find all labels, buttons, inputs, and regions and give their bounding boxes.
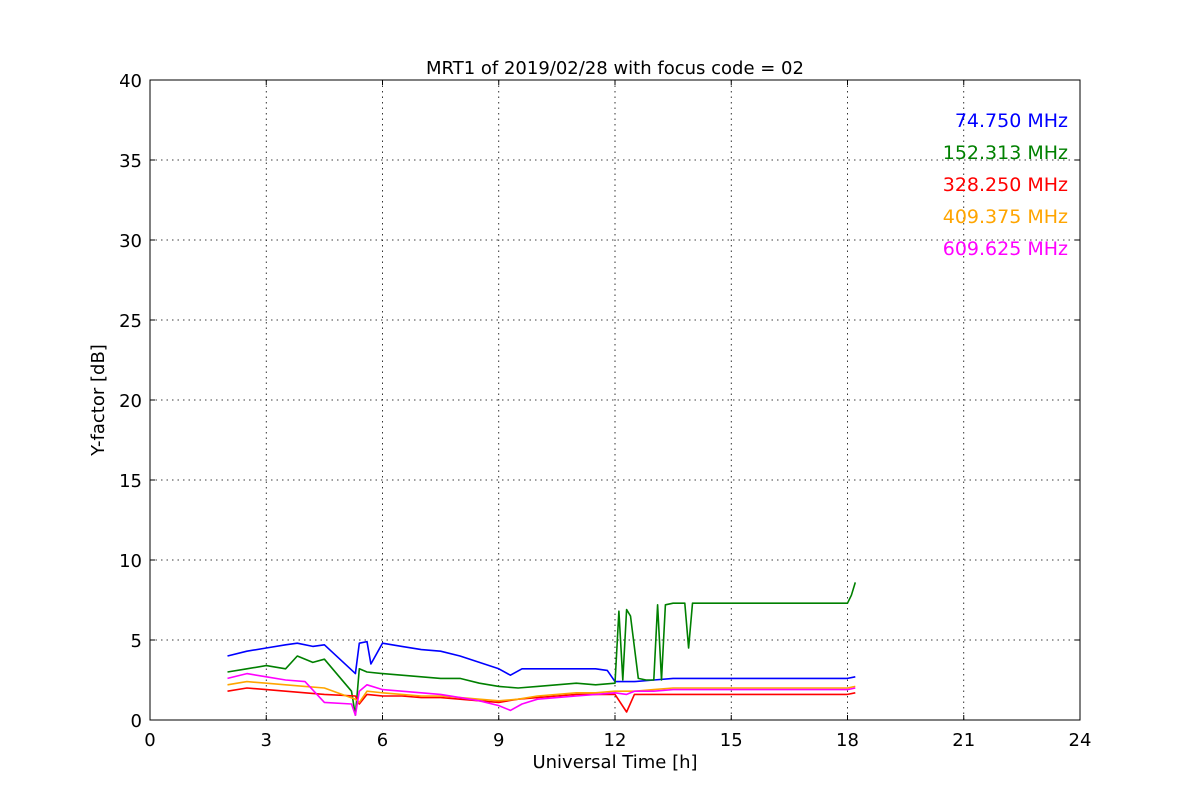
data-series <box>227 582 857 717</box>
axis-ticks: 0 3 6 9 12 15 18 21 24 0 5 10 15 20 25 30 35 40 <box>119 71 1091 751</box>
x-tick-label: 3 <box>261 730 272 751</box>
chart-title: MRT1 of 2019/02/28 with focus code = 02 <box>426 58 804 79</box>
x-tick-label: 24 <box>1069 730 1092 751</box>
x-tick-label: 0 <box>144 730 155 751</box>
x-tick-label: 15 <box>720 730 743 751</box>
grid-lines <box>150 80 1080 720</box>
legend-entry-0: 74.750 MHz <box>955 110 1068 132</box>
y-axis-label: Y-factor [dB] <box>88 344 109 457</box>
series-line-4 <box>227 672 856 717</box>
y-tick-label: 5 <box>131 631 142 652</box>
series-line-0 <box>227 640 856 683</box>
x-tick-label: 18 <box>836 730 859 751</box>
legend-entry-1: 152.313 MHz <box>943 142 1068 164</box>
x-axis-label: Universal Time [h] <box>532 752 697 773</box>
x-tick-label: 21 <box>952 730 975 751</box>
x-tick-label: 12 <box>604 730 627 751</box>
legend-entry-3: 409.375 MHz <box>943 206 1068 228</box>
legend-entry-4: 609.625 MHz <box>943 238 1068 260</box>
y-tick-label: 35 <box>119 151 142 172</box>
y-tick-label: 25 <box>119 311 142 332</box>
y-tick-label: 0 <box>131 711 142 732</box>
x-tick-label: 9 <box>493 730 504 751</box>
legend-entry-2: 328.250 MHz <box>943 174 1068 196</box>
y-tick-label: 15 <box>119 471 142 492</box>
x-tick-label: 6 <box>377 730 388 751</box>
series-line-1 <box>227 582 857 717</box>
y-tick-label: 20 <box>119 391 142 412</box>
y-tick-label: 10 <box>119 551 142 572</box>
y-tick-label: 40 <box>119 71 142 92</box>
legend: 74.750 MHz 152.313 MHz 328.250 MHz 409.375 … <box>943 110 1068 260</box>
y-tick-label: 30 <box>119 231 142 252</box>
